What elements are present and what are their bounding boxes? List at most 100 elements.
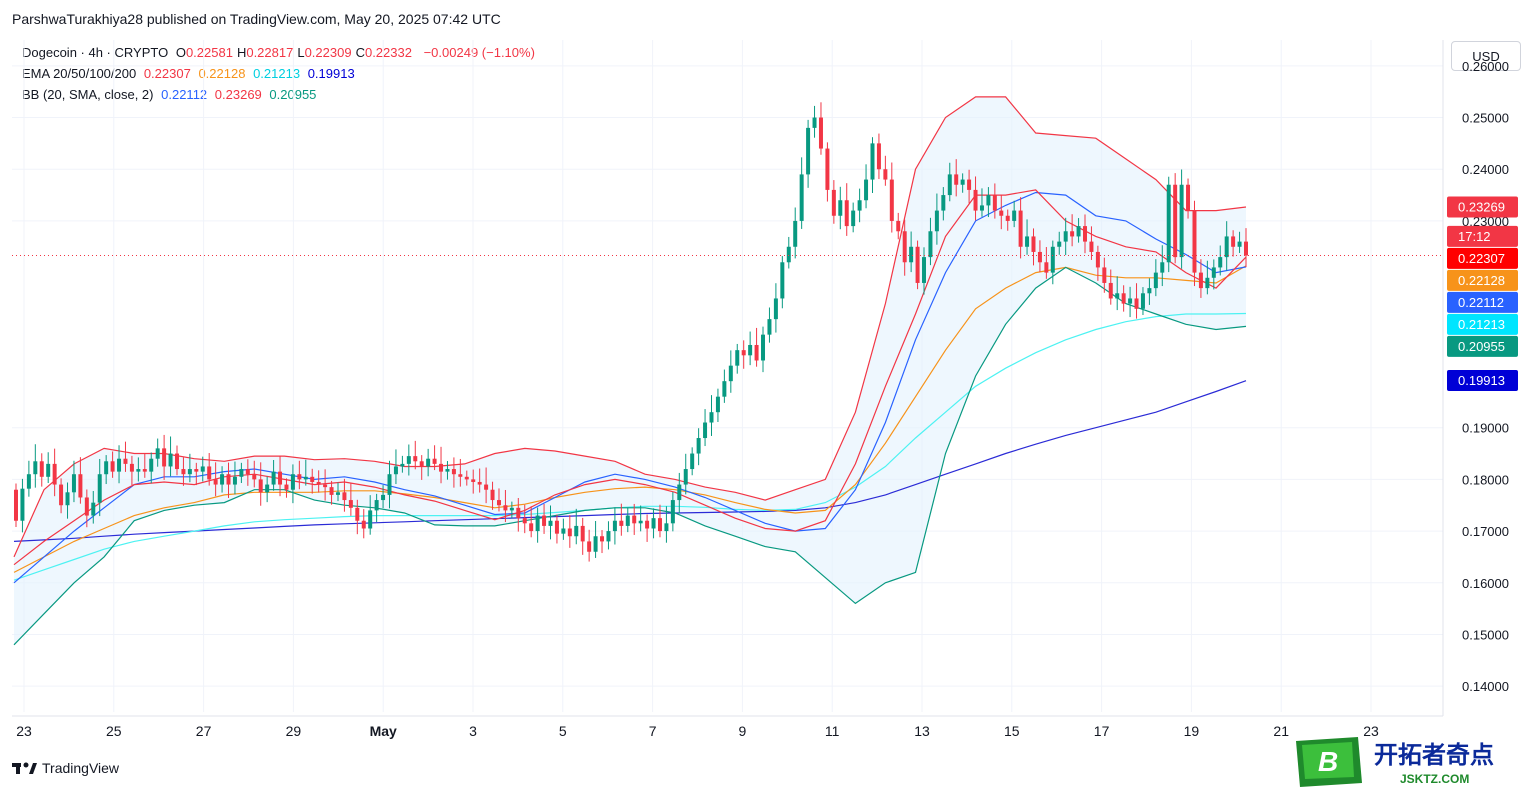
candle-body[interactable] — [1044, 262, 1049, 273]
candle-body[interactable] — [651, 518, 656, 529]
candle-body[interactable] — [625, 515, 630, 526]
bb-basis-line[interactable] — [13, 191, 1247, 584]
currency-button[interactable]: USD — [1451, 41, 1521, 71]
candle-body[interactable] — [484, 484, 489, 490]
symbol-title[interactable]: Dogecoin · 4h · CRYPTO — [22, 45, 169, 60]
candle-body[interactable] — [14, 489, 18, 521]
candle-body[interactable] — [104, 461, 109, 475]
candle-body[interactable] — [284, 484, 289, 490]
bb-upper-line[interactable] — [13, 96, 1247, 558]
candle-body[interactable] — [46, 463, 51, 477]
candle-body[interactable] — [1128, 298, 1133, 304]
candle-body[interactable] — [516, 507, 521, 519]
bb-lower-line[interactable] — [13, 266, 1247, 646]
candle-body[interactable] — [580, 525, 585, 542]
candle-body[interactable] — [265, 484, 270, 493]
candle-body[interactable] — [252, 474, 257, 480]
candle-body[interactable] — [960, 179, 965, 185]
candle-body[interactable] — [542, 515, 547, 526]
candle-body[interactable] — [368, 510, 373, 529]
candle-body[interactable] — [355, 507, 360, 521]
candle-body[interactable] — [657, 518, 662, 532]
candle-body[interactable] — [413, 456, 418, 462]
candle-body[interactable] — [1198, 272, 1203, 289]
candle-body[interactable] — [393, 466, 398, 475]
candle-body[interactable] — [999, 210, 1004, 216]
candle-body[interactable] — [445, 469, 450, 472]
candle-body[interactable] — [522, 518, 527, 524]
candle-body[interactable] — [432, 458, 437, 464]
candle-body[interactable] — [1018, 210, 1023, 247]
tradingview-logo[interactable]: TradingView — [12, 760, 119, 776]
candle-body[interactable] — [922, 257, 927, 283]
candle-body[interactable] — [239, 469, 244, 477]
candle-body[interactable] — [535, 515, 540, 532]
candle-body[interactable] — [245, 469, 250, 475]
candle-body[interactable] — [348, 500, 353, 508]
candle-body[interactable] — [831, 189, 836, 216]
candle-body[interactable] — [1211, 267, 1216, 278]
candle-body[interactable] — [967, 179, 972, 190]
candle-body[interactable] — [806, 127, 811, 175]
candle-body[interactable] — [310, 476, 315, 482]
candle-body[interactable] — [323, 484, 328, 488]
candle-body[interactable] — [529, 523, 534, 532]
candle-body[interactable] — [509, 507, 514, 511]
candle-body[interactable] — [574, 525, 579, 537]
candle-body[interactable] — [84, 497, 89, 516]
candle-body[interactable] — [419, 461, 424, 467]
candle-body[interactable] — [232, 476, 237, 485]
candle-body[interactable] — [954, 174, 959, 185]
candle-body[interactable] — [458, 474, 463, 477]
candle-body[interactable] — [1121, 293, 1126, 304]
candle-body[interactable] — [1115, 293, 1120, 299]
candle-body[interactable] — [1057, 241, 1062, 247]
candle-body[interactable] — [825, 148, 830, 190]
candle-body[interactable] — [896, 220, 901, 232]
candle-body[interactable] — [619, 520, 624, 526]
candle-body[interactable] — [638, 520, 643, 524]
candle-body[interactable] — [1025, 236, 1030, 247]
candle-body[interactable] — [799, 174, 804, 221]
candle-body[interactable] — [20, 488, 25, 521]
candle-body[interactable] — [600, 536, 605, 542]
candle-body[interactable] — [290, 474, 295, 490]
candle-body[interactable] — [780, 262, 785, 299]
candle-body[interactable] — [696, 438, 701, 454]
ema20-line[interactable] — [13, 189, 1247, 566]
candle-body[interactable] — [496, 500, 501, 506]
candle-body[interactable] — [715, 396, 720, 413]
candle-body[interactable] — [1076, 226, 1081, 237]
candle-body[interactable] — [1186, 184, 1191, 211]
candle-body[interactable] — [187, 469, 192, 475]
candle-body[interactable] — [1050, 246, 1055, 273]
candle-body[interactable] — [97, 474, 102, 503]
candle-body[interactable] — [278, 471, 283, 485]
candle-body[interactable] — [902, 231, 907, 263]
candle-body[interactable] — [606, 531, 611, 542]
candle-body[interactable] — [883, 169, 888, 180]
candle-body[interactable] — [1153, 272, 1158, 289]
candle-body[interactable] — [65, 492, 70, 506]
candle-body[interactable] — [870, 143, 875, 180]
candle-body[interactable] — [587, 541, 592, 552]
candle-body[interactable] — [1037, 251, 1042, 263]
candle-body[interactable] — [142, 469, 147, 472]
candle-body[interactable] — [741, 350, 746, 356]
candle-body[interactable] — [748, 344, 753, 356]
candle-body[interactable] — [1012, 210, 1017, 221]
candle-body[interactable] — [1070, 231, 1075, 237]
candle-body[interactable] — [200, 466, 205, 472]
candle-body[interactable] — [400, 463, 405, 467]
candle-body[interactable] — [1140, 293, 1145, 309]
candle-body[interactable] — [683, 469, 688, 485]
candle-body[interactable] — [1089, 241, 1094, 252]
candle-body[interactable] — [406, 456, 411, 464]
candle-body[interactable] — [52, 463, 57, 485]
candle-body[interactable] — [387, 474, 392, 495]
candle-body[interactable] — [117, 458, 122, 472]
candle-body[interactable] — [381, 494, 386, 501]
candle-body[interactable] — [168, 453, 173, 467]
candle-body[interactable] — [645, 520, 650, 529]
ema200-line[interactable] — [13, 380, 1247, 542]
